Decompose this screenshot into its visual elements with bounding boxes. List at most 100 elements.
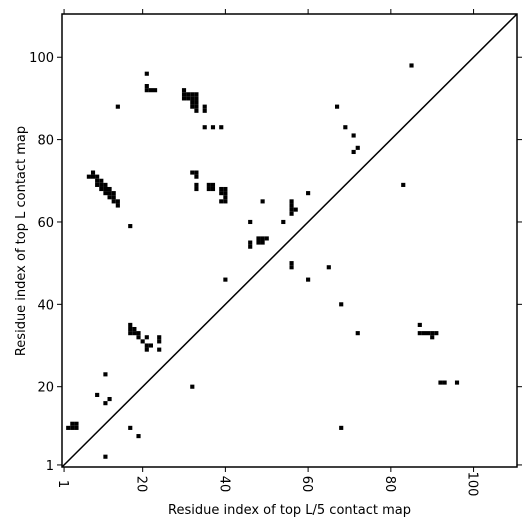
contact-cell [219, 191, 224, 196]
contact-cell [181, 88, 187, 93]
contact-cell [157, 339, 162, 344]
contact-cell [99, 186, 104, 192]
contact-cell [99, 182, 104, 187]
contact-cell [111, 199, 116, 204]
contact-cell [260, 236, 265, 241]
contact-cell [95, 178, 100, 183]
contact-cell [289, 265, 294, 270]
contact-cell [202, 125, 207, 130]
contact-cell [148, 88, 153, 93]
contact-cell [103, 191, 108, 196]
contact-cell [355, 145, 360, 150]
contact-cell [206, 186, 211, 192]
contact-cell [103, 182, 108, 187]
contact-cell [144, 335, 149, 340]
contact-cell [194, 108, 199, 113]
contact-cell [181, 92, 187, 97]
contact-cell [194, 96, 199, 101]
contact-cell [260, 199, 265, 204]
contact-cell [430, 335, 435, 340]
contact-cell [144, 84, 149, 89]
contact-cell [144, 88, 149, 93]
contact-cell [111, 195, 116, 200]
contact-cell [289, 261, 294, 266]
contact-cell [95, 182, 100, 187]
y-tick-label: 20 [37, 381, 54, 396]
contact-cell [128, 326, 133, 332]
contact-cell [190, 100, 195, 105]
x-tick-label: 100 [465, 472, 480, 497]
contact-cell [248, 219, 253, 225]
contact-cells [66, 63, 460, 459]
contact-cell [206, 182, 211, 187]
y-tick-label: 80 [37, 134, 54, 149]
contact-cell [132, 331, 137, 336]
x-axis-ticks: 1 20 40 60 80 100 [55, 9, 480, 496]
contact-cell [210, 125, 216, 130]
plot-frame [61, 13, 518, 468]
contact-cell [351, 133, 356, 138]
contact-cell [190, 384, 195, 389]
contact-cell [194, 174, 199, 179]
contact-cell [103, 186, 108, 192]
contact-cell [194, 92, 199, 97]
contact-cell [248, 244, 253, 249]
contact-cell [70, 421, 75, 426]
contact-cell [115, 104, 120, 109]
contact-cell [202, 108, 207, 113]
contact-cell [90, 174, 96, 179]
contact-cell [289, 207, 294, 212]
contact-cell [107, 396, 112, 402]
y-axis-label: Residue index of top L contact map [14, 126, 29, 356]
contact-cell [343, 125, 348, 130]
contact-cell [74, 421, 79, 426]
contact-cell [351, 149, 356, 155]
contact-cell [186, 92, 191, 97]
contact-cell [434, 331, 439, 336]
x-tick-label: 40 [216, 476, 231, 493]
contact-cell [194, 104, 199, 109]
contact-cell [90, 170, 96, 175]
contact-cell [219, 186, 224, 192]
contact-cell [128, 331, 133, 336]
contact-cell [223, 199, 228, 204]
contact-cell [219, 125, 224, 130]
contact-cell [144, 343, 149, 348]
contact-cell [66, 425, 71, 430]
y-tick-label: 60 [37, 216, 54, 231]
contact-cell [355, 331, 360, 336]
contact-cell [256, 240, 261, 245]
y-tick-label: 1 [46, 459, 54, 474]
contact-cell [107, 195, 112, 200]
contact-cell [70, 425, 75, 430]
contact-cell [210, 182, 216, 187]
contact-cell [136, 434, 141, 439]
contact-cell [256, 236, 261, 241]
contact-cell [409, 63, 414, 68]
contact-cell [194, 100, 199, 105]
x-tick-label: 1 [55, 480, 70, 488]
contact-cell [335, 104, 340, 109]
contact-cell [442, 380, 447, 385]
contact-cell [103, 454, 108, 459]
contact-cell [107, 186, 112, 192]
contact-cell [417, 322, 422, 327]
contact-cell [281, 219, 286, 225]
x-tick-label: 80 [382, 476, 397, 493]
y-tick-label: 100 [29, 51, 54, 66]
contact-cell [306, 191, 311, 196]
contact-cell [223, 195, 228, 200]
contact-cell [210, 186, 216, 192]
contact-cell [132, 326, 137, 332]
contact-cell [421, 331, 426, 336]
contact-cell [153, 88, 158, 93]
contact-cell [289, 211, 294, 216]
y-tick-label: 40 [37, 298, 54, 313]
contact-cell [289, 199, 294, 204]
contact-cell [136, 331, 141, 336]
contact-cell [181, 96, 187, 101]
contact-cell [190, 92, 195, 97]
contact-cell [190, 96, 195, 101]
contact-cell [115, 203, 120, 208]
contact-cell [86, 174, 91, 179]
